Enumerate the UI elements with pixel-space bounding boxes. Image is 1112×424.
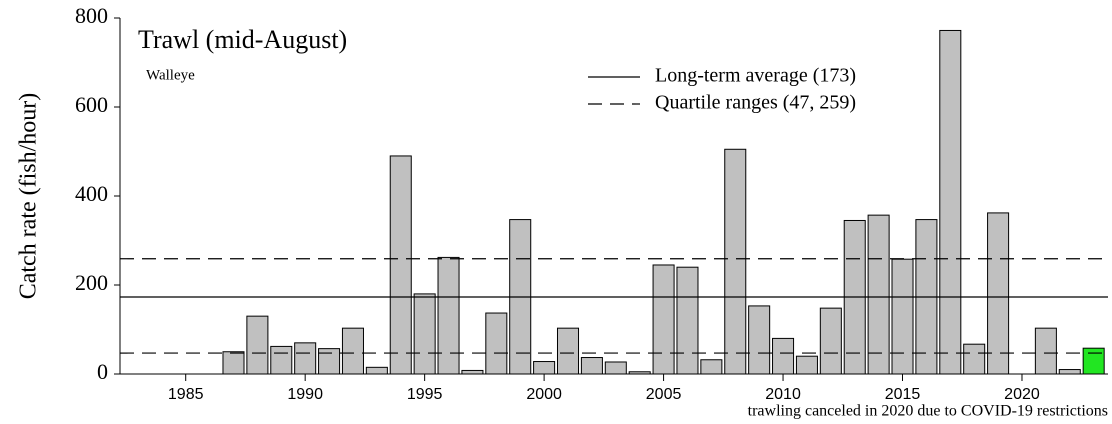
x-tick-label: 2000 (526, 386, 562, 403)
bar (819, 307, 842, 375)
x-tick-label: 2015 (885, 386, 921, 403)
bar (891, 258, 914, 375)
bar (294, 342, 317, 375)
y-tick-label: 600 (75, 92, 108, 117)
bar (318, 348, 341, 375)
x-tick-label: 1990 (287, 386, 323, 403)
bar (939, 29, 962, 375)
bar (963, 343, 986, 375)
y-tick-label: 800 (75, 3, 108, 28)
bar (389, 155, 412, 375)
y-tick-label: 400 (75, 181, 108, 206)
bar (533, 361, 556, 375)
subtitle: Walleye (146, 67, 195, 83)
bar (652, 264, 675, 375)
bar (772, 337, 795, 375)
bar (700, 359, 723, 375)
bar (748, 305, 771, 375)
y-axis-title: Catch rate (fish/hour) (16, 93, 42, 300)
bar (676, 266, 699, 375)
bar (270, 345, 293, 375)
bar (461, 369, 484, 375)
bar (580, 357, 603, 375)
y-tick-label: 200 (75, 270, 108, 295)
legend-label: Long-term average (173) (655, 65, 856, 87)
bar (1082, 347, 1105, 375)
x-tick-label: 2005 (646, 386, 682, 403)
bar (222, 351, 245, 375)
annotation: trawling canceled in 2020 due to COVID-1… (748, 403, 1108, 420)
bar (485, 312, 508, 375)
x-tick-label: 1985 (168, 386, 204, 403)
bar (341, 327, 364, 375)
y-tick-label: 0 (97, 359, 108, 384)
bar (604, 361, 627, 375)
bar (987, 212, 1010, 375)
legend-label: Quartile ranges (47, 259) (655, 92, 856, 114)
x-tick-label: 2020 (1004, 386, 1040, 403)
bar (1058, 369, 1081, 375)
bar (556, 327, 580, 375)
x-tick-label: 2010 (765, 386, 801, 403)
bar (437, 256, 460, 375)
bar (1034, 327, 1057, 375)
bar (413, 293, 436, 375)
bar (246, 315, 269, 375)
bar (795, 355, 818, 375)
bar (867, 214, 890, 375)
x-tick-label: 1995 (407, 386, 443, 403)
bar (365, 366, 388, 375)
bar (724, 148, 747, 375)
chart-title: Trawl (mid-August) (138, 25, 347, 54)
